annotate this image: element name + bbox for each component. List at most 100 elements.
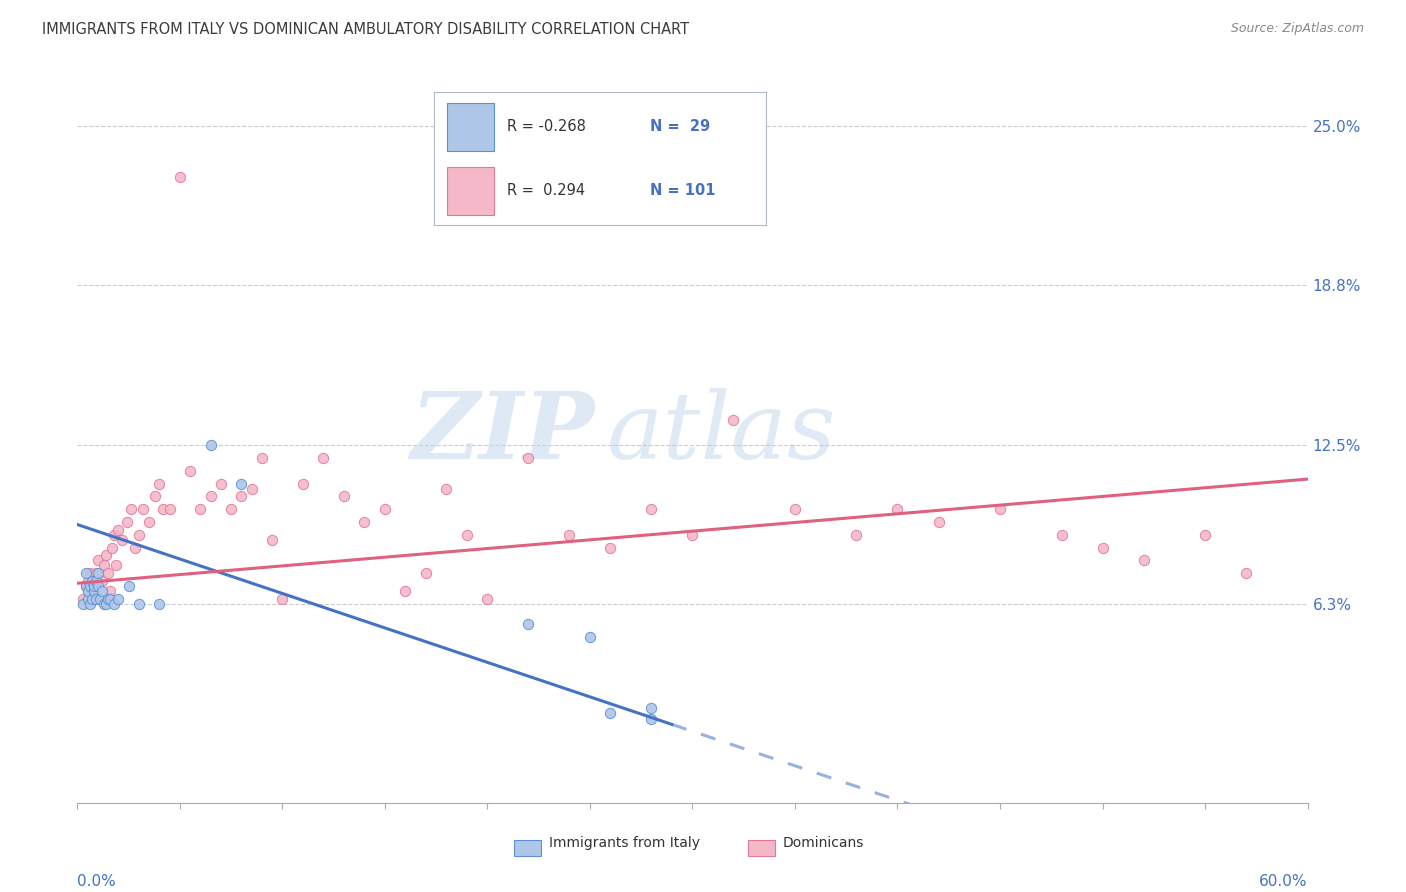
Point [84, 566, 107, 580]
Point [128, 597, 150, 611]
Point [128, 527, 150, 541]
Point [94, 548, 117, 562]
Point [240, 482, 263, 496]
Point [107, 591, 129, 606]
Point [988, 502, 1011, 516]
Point [80, 574, 103, 588]
Point [928, 515, 950, 529]
Point [845, 527, 868, 541]
Point [200, 490, 222, 504]
FancyBboxPatch shape [515, 840, 541, 856]
Point [93, 558, 115, 573]
Point [83, 583, 105, 598]
Point [312, 451, 335, 466]
Point [107, 523, 129, 537]
Point [640, 712, 662, 726]
Point [79, 566, 101, 580]
Point [84, 591, 107, 606]
Point [1234, 566, 1257, 580]
Point [98, 591, 121, 606]
Point [83, 579, 105, 593]
Point [271, 591, 294, 606]
Point [90, 574, 114, 588]
Point [87, 566, 110, 580]
Point [262, 533, 284, 547]
Point [231, 490, 253, 504]
Point [79, 579, 101, 593]
Point [76, 583, 98, 598]
Point [143, 490, 166, 504]
Point [231, 476, 253, 491]
Point [101, 541, 124, 555]
Point [783, 502, 806, 516]
FancyBboxPatch shape [748, 840, 775, 856]
Text: atlas: atlas [606, 388, 835, 477]
Point [723, 413, 745, 427]
Point [75, 579, 97, 593]
Point [80, 591, 103, 606]
Point [89, 591, 111, 606]
Point [103, 597, 125, 611]
Point [75, 579, 97, 593]
Text: 0.0%: 0.0% [77, 874, 117, 889]
Point [84, 574, 107, 588]
Point [120, 502, 142, 516]
Point [353, 515, 375, 529]
Point [76, 591, 98, 606]
Point [159, 502, 181, 516]
Point [682, 527, 704, 541]
Text: Immigrants from Italy: Immigrants from Italy [548, 836, 700, 850]
Text: Source: ZipAtlas.com: Source: ZipAtlas.com [1230, 22, 1364, 36]
Point [188, 502, 212, 516]
Point [1050, 527, 1073, 541]
Text: 60.0%: 60.0% [1260, 874, 1308, 889]
Point [456, 527, 478, 541]
Point [75, 566, 97, 580]
Point [87, 553, 110, 567]
Point [886, 502, 908, 516]
Point [374, 502, 396, 516]
Point [90, 583, 114, 598]
Point [200, 438, 222, 452]
Point [291, 476, 314, 491]
Point [117, 579, 139, 593]
Text: IMMIGRANTS FROM ITALY VS DOMINICAN AMBULATORY DISABILITY CORRELATION CHART: IMMIGRANTS FROM ITALY VS DOMINICAN AMBUL… [42, 22, 689, 37]
Point [98, 583, 121, 598]
Point [148, 476, 170, 491]
Point [124, 541, 146, 555]
Point [103, 527, 125, 541]
Point [76, 583, 98, 598]
Point [477, 591, 499, 606]
Point [105, 558, 128, 573]
Point [169, 170, 191, 185]
Point [80, 579, 103, 593]
Point [1132, 553, 1154, 567]
Point [209, 476, 232, 491]
Text: ZIP: ZIP [409, 388, 595, 477]
Point [415, 566, 437, 580]
Point [97, 591, 120, 606]
Point [599, 541, 621, 555]
Point [640, 502, 662, 516]
Point [72, 597, 94, 611]
Point [89, 591, 111, 606]
Point [93, 597, 115, 611]
Point [640, 701, 662, 715]
Point [115, 515, 138, 529]
Point [132, 502, 155, 516]
Point [79, 597, 101, 611]
Point [138, 515, 160, 529]
Point [394, 583, 416, 598]
Point [558, 527, 581, 541]
Point [250, 451, 273, 466]
Point [94, 597, 117, 611]
Point [97, 566, 120, 580]
Point [179, 464, 201, 478]
Point [579, 630, 602, 644]
Point [152, 502, 174, 516]
Point [517, 451, 540, 466]
Point [599, 706, 621, 721]
Point [87, 579, 110, 593]
Point [1091, 541, 1114, 555]
Point [1194, 527, 1216, 541]
